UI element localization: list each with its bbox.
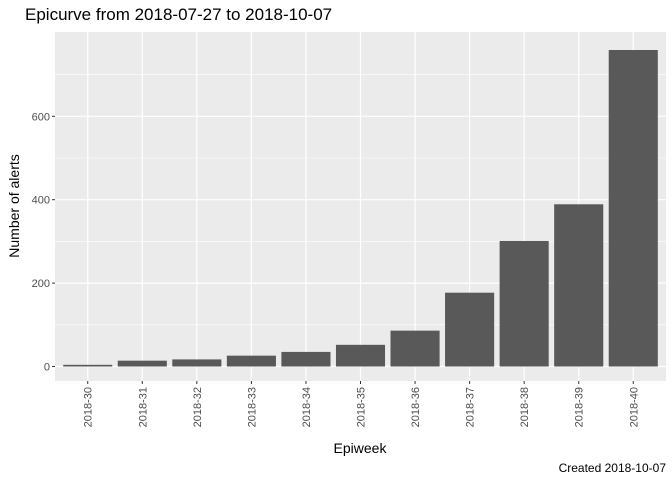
- bar-2018-31: [117, 360, 167, 367]
- x-tick-label: 2018-37: [465, 387, 477, 427]
- bar-2018-35: [335, 344, 386, 367]
- bar-2018-30: [63, 364, 113, 367]
- bar-2018-33: [226, 355, 276, 367]
- x-tick-label: 2018-40: [628, 387, 640, 427]
- bars: [63, 50, 658, 367]
- chart-title: Epicurve from 2018-07-27 to 2018-10-07: [25, 5, 332, 24]
- x-tick-label: 2018-34: [301, 387, 313, 427]
- x-tick-label: 2018-39: [574, 387, 586, 427]
- bar-2018-38: [499, 240, 549, 367]
- x-axis-title: Epiweek: [334, 440, 388, 456]
- x-tick-label: 2018-38: [519, 387, 531, 427]
- bar-2018-40: [608, 50, 658, 367]
- y-axis: 0 200 400 600: [32, 111, 55, 374]
- y-tick-label: 600: [32, 111, 50, 123]
- y-tick-label: 400: [32, 195, 50, 207]
- x-tick-label: 2018-32: [192, 387, 204, 427]
- y-tick-label: 0: [44, 362, 50, 374]
- x-tick-label: 2018-35: [356, 387, 368, 427]
- bar-2018-36: [390, 330, 440, 367]
- bar-2018-39: [554, 204, 604, 367]
- y-axis-title: Number of alerts: [6, 154, 22, 257]
- x-tick-label: 2018-36: [410, 387, 422, 427]
- bar-2018-37: [445, 292, 495, 367]
- x-axis: 2018-30 2018-31 2018-32 2018-33 2018-34 2018-…: [83, 381, 640, 427]
- y-tick-label: 200: [32, 278, 50, 290]
- x-tick-label: 2018-31: [137, 387, 149, 427]
- bar-2018-32: [172, 359, 222, 367]
- caption: Created 2018-10-07: [559, 461, 667, 475]
- x-tick-label: 2018-30: [83, 387, 95, 427]
- x-tick-label: 2018-33: [246, 387, 258, 427]
- bar-2018-34: [281, 351, 331, 367]
